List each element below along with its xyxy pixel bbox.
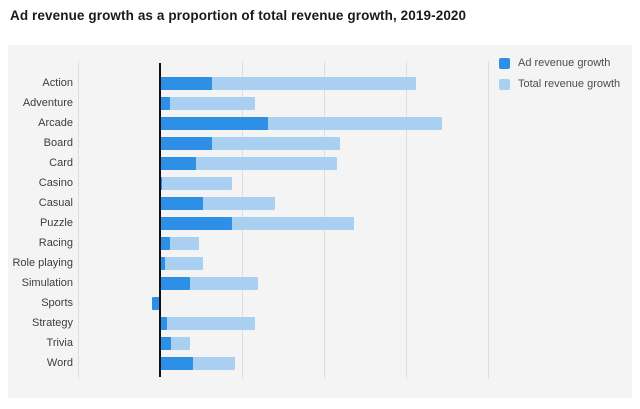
category-label: Strategy [32,317,73,329]
ad-revenue-bar [160,96,170,110]
x-gridline [488,61,489,379]
plot-area: Action Adventure Arcade Board Card Casino Casu… [8,45,632,398]
legend-label-ad-revenue: Ad revenue growth [518,57,611,69]
ad-revenue-bar [160,256,165,270]
ad-revenue-bar [160,276,190,290]
category-label: Action [42,77,73,89]
ad-revenue-bar [160,196,203,210]
ad-revenue-bar [160,136,213,150]
total-revenue-bar [160,256,203,270]
category-label: Trivia [46,337,73,349]
total-revenue-bar [160,316,256,330]
chart-title: Ad revenue growth as a proportion of tot… [10,8,467,23]
ad-revenue-bar [160,356,193,370]
category-label: Racing [38,237,73,249]
category-label: Puzzle [39,217,73,229]
zero-baseline-axis [159,63,161,377]
legend-swatch-total-revenue-icon [499,78,510,90]
category-label: Adventure [22,97,73,109]
total-revenue-bar [160,236,200,250]
category-label: Board [43,137,73,149]
ad-revenue-bar [160,316,167,330]
total-revenue-bar [160,96,256,110]
ad-revenue-bar [160,156,197,170]
legend-label-total-revenue: Total revenue growth [518,78,621,90]
total-revenue-bar [160,176,233,190]
ad-revenue-bar [160,336,172,350]
total-revenue-bar [160,76,416,90]
legend-item-ad-revenue: Ad revenue growth [499,57,620,69]
legend: Ad revenue growth Total revenue growth [499,57,620,99]
total-revenue-bar [160,156,338,170]
category-label: Role playing [12,257,73,269]
chart-plot-background: Action Adventure Arcade Board Card Casino Casu… [8,45,632,398]
category-label: Card [49,157,73,169]
category-label: Word [46,357,73,369]
ad-revenue-bar [160,76,213,90]
category-label: Simulation [21,277,73,289]
category-label: Sports [41,297,73,309]
legend-item-total-revenue: Total revenue growth [499,78,620,90]
category-label: Casual [38,197,73,209]
ad-revenue-bar [160,216,233,230]
ad-revenue-bar [160,116,269,130]
x-gridline [406,61,407,379]
category-label: Casino [38,177,73,189]
legend-swatch-ad-revenue-icon [499,57,510,69]
x-gridline [78,61,79,379]
category-label: Arcade [38,117,73,129]
ad-revenue-bar [160,236,170,250]
ad-revenue-bar [151,296,160,310]
